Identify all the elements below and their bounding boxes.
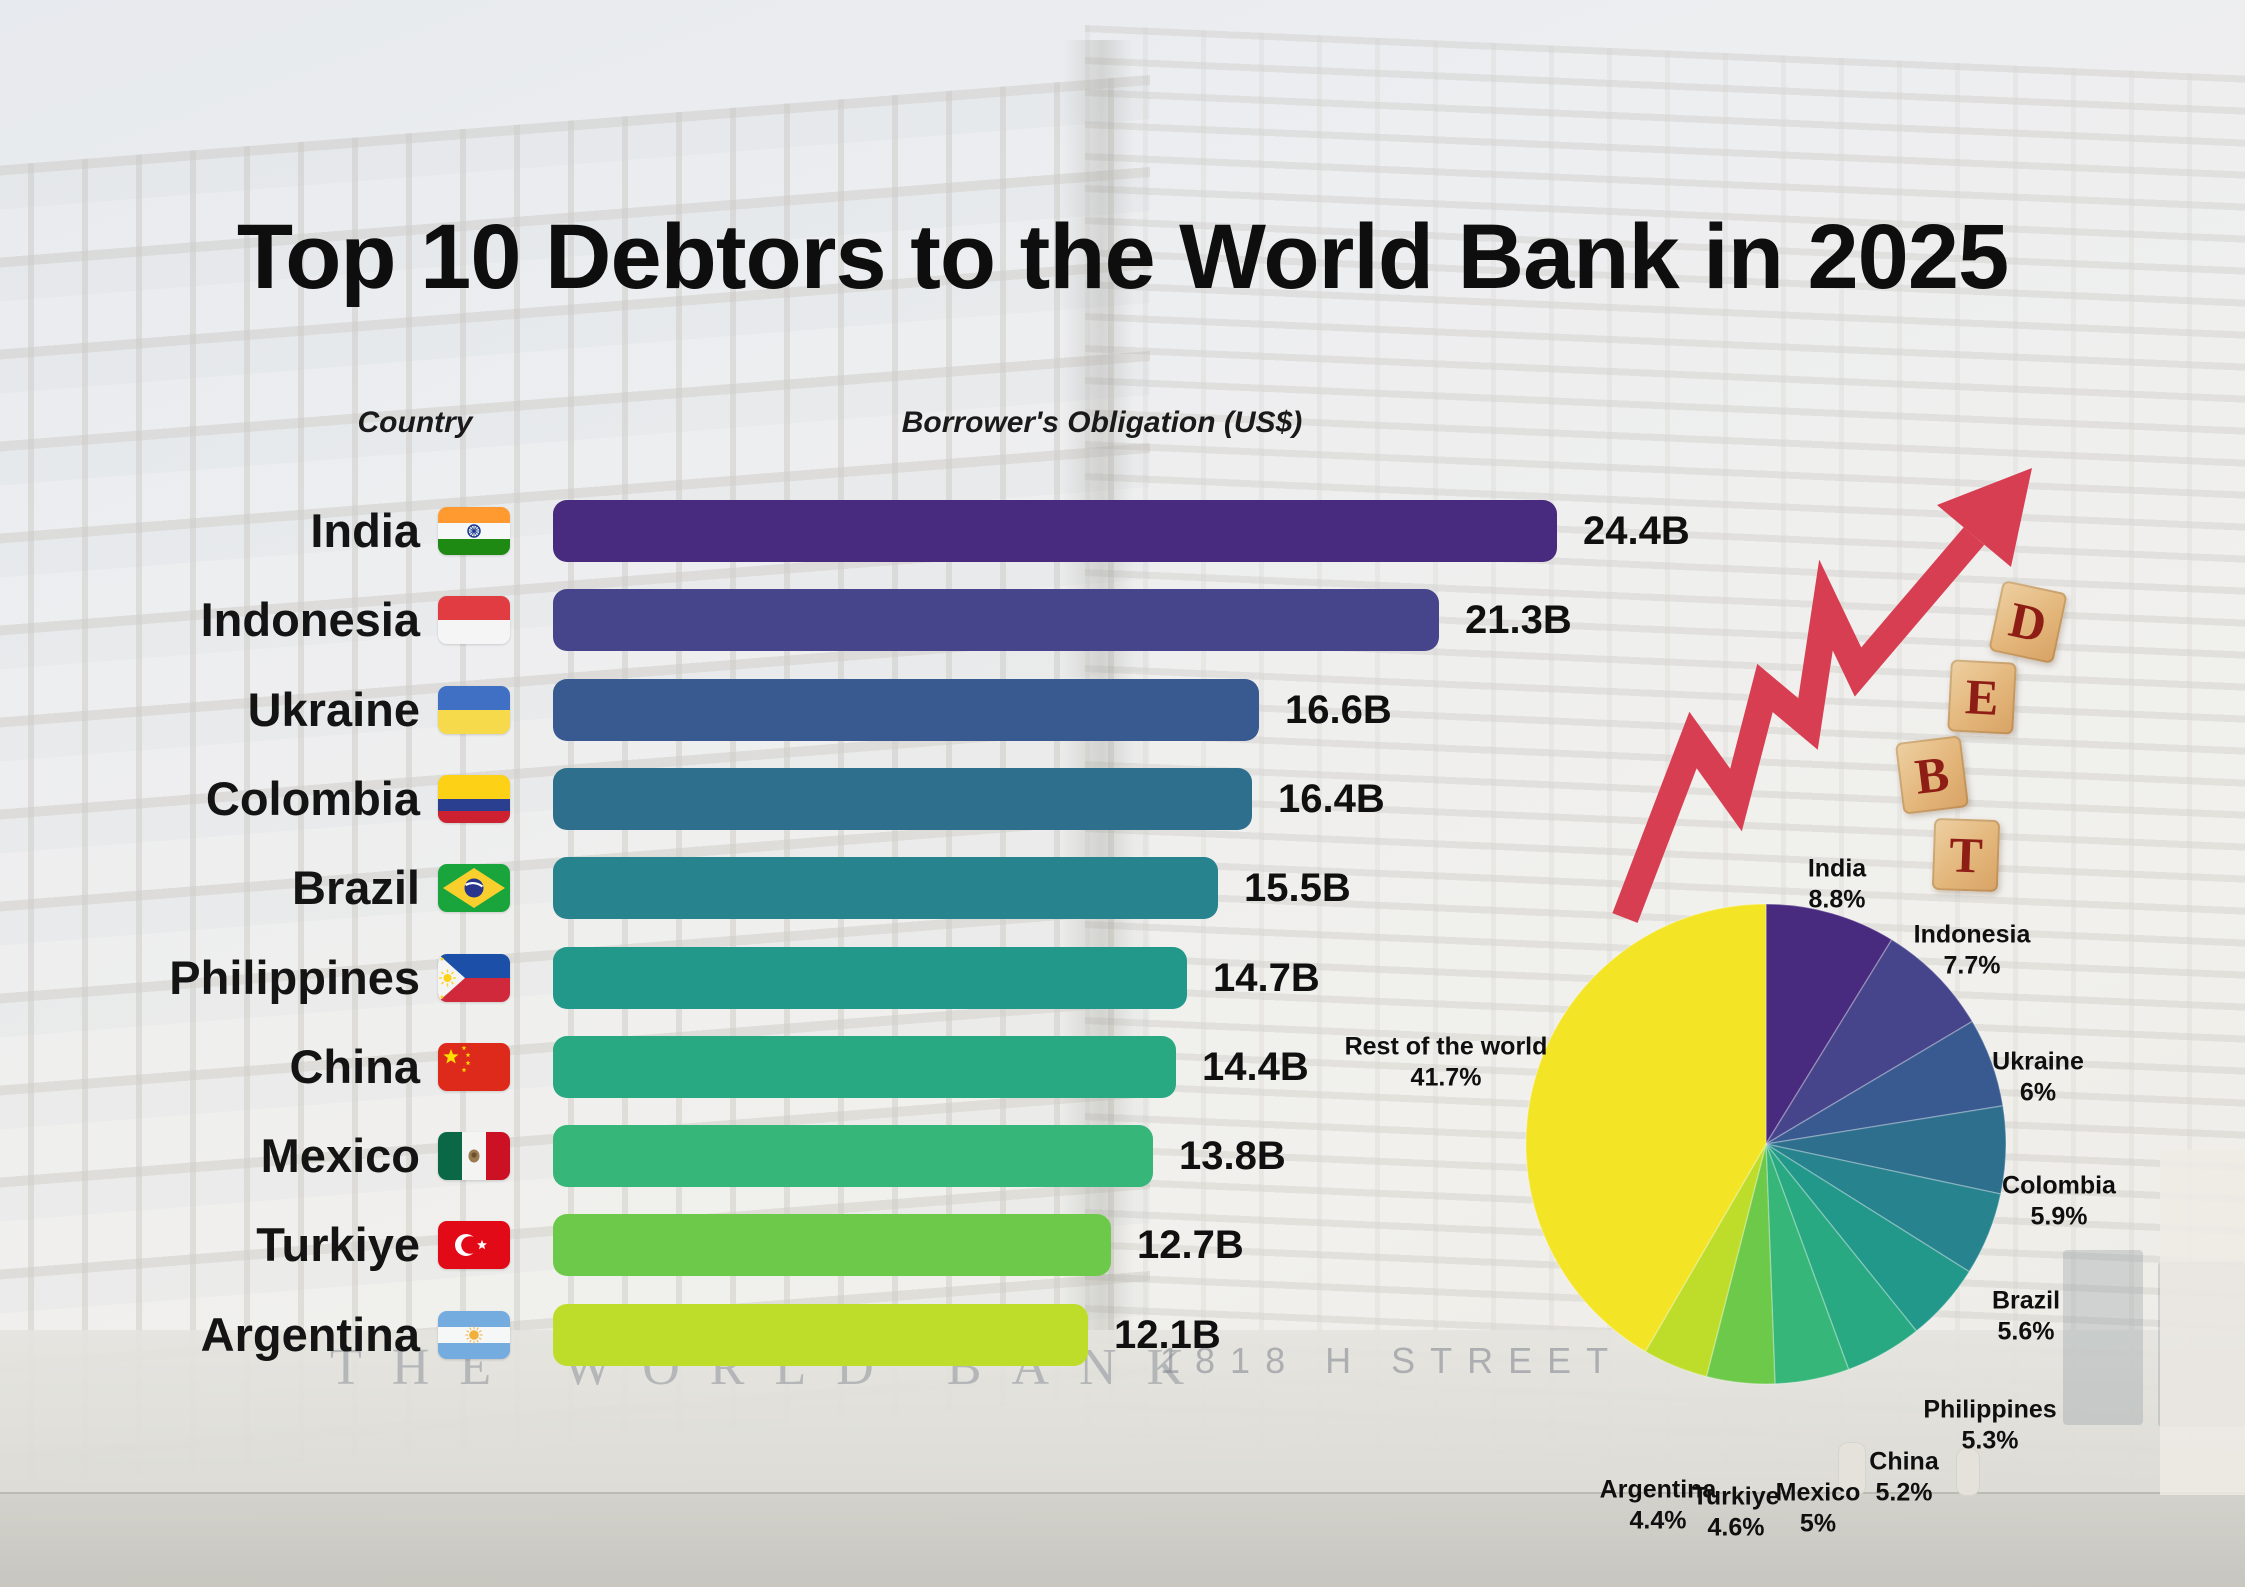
bar-row-china: China 14.4B	[0, 1036, 2245, 1098]
country-label-colombia: Colombia	[205, 772, 420, 825]
mexico-flag-icon	[438, 1132, 510, 1180]
pie-label-value-india: 8.8%	[1808, 885, 1866, 913]
bar-row-india: India 24.4B	[0, 500, 2245, 562]
colombia-flag-icon	[438, 775, 510, 823]
building-window	[2063, 1250, 2143, 1425]
value-label-mexico: 13.8B	[1179, 1134, 1286, 1178]
value-label-argentina: 12.1B	[1114, 1313, 1221, 1357]
bar-indonesia	[553, 589, 1439, 651]
country-label-ukraine: Ukraine	[247, 683, 420, 736]
pie-slice-ukraine	[1765, 1020, 2004, 1145]
value-label-brazil: 15.5B	[1244, 866, 1351, 910]
pie-label-indonesia: Indonesia 7.7%	[1914, 920, 2031, 981]
bar-row-mexico: Mexico 13.8B	[0, 1125, 2245, 1187]
country-label-philippines: Philippines	[169, 951, 420, 1004]
bar-row-ukraine: Ukraine 16.6B	[0, 679, 2245, 741]
bar-india	[553, 500, 1557, 562]
pie-slice-colombia	[1765, 1104, 2007, 1195]
value-label-indonesia: 21.3B	[1465, 598, 1572, 642]
ukraine-flag-icon	[438, 686, 510, 734]
country-label-india: India	[310, 504, 420, 557]
pie-label-india: India 8.8%	[1808, 854, 1866, 915]
argentina-flag-icon	[438, 1311, 510, 1359]
country-label-indonesia: Indonesia	[200, 593, 420, 646]
turkiye-flag-icon	[438, 1221, 510, 1269]
bar-row-colombia: Colombia 16.4B	[0, 768, 2245, 830]
building-pillar	[2160, 1150, 2245, 1495]
arrow-head	[1937, 468, 2032, 567]
bar-argentina	[553, 1304, 1088, 1366]
bar-row-indonesia: Indonesia 21.3B	[0, 589, 2245, 651]
china-flag-icon	[438, 1043, 510, 1091]
pie-slice-brazil	[1765, 1143, 2002, 1273]
pie-label-name-brazil: Brazil	[1991, 1286, 2061, 1315]
bar-philippines	[553, 947, 1187, 1009]
country-label-turkiye: Turkiye	[256, 1218, 420, 1271]
pie-slice-rest-of-the-world	[1525, 903, 1767, 1353]
bar-row-philippines: Philippines 14.7B	[0, 947, 2245, 1009]
country-label-china: China	[289, 1040, 420, 1093]
arrow-zigzag-line	[1612, 527, 1985, 923]
pie-label-value-rest-of-the-world: 41.7%	[1410, 1063, 1482, 1091]
value-label-ukraine: 16.6B	[1285, 688, 1392, 732]
pie-label-value-colombia: 5.9%	[2030, 1202, 2088, 1230]
value-label-china: 14.4B	[1202, 1045, 1309, 1089]
brazil-flag-icon	[438, 864, 510, 912]
pie-slice-india	[1765, 903, 1893, 1147]
bollard	[1838, 1442, 1866, 1496]
bar-row-argentina: Argentina 12.1B	[0, 1304, 2245, 1366]
value-label-colombia: 16.4B	[1278, 777, 1385, 821]
page-title: Top 10 Debtors to the World Bank in 2025	[236, 206, 2009, 308]
column-header-country: Country	[357, 406, 473, 439]
bar-mexico	[553, 1125, 1153, 1187]
bar-ukraine	[553, 679, 1259, 741]
column-header-obligation: Borrower's Obligation (US$)	[901, 406, 1303, 439]
value-label-turkiye: 12.7B	[1137, 1223, 1244, 1267]
pie-label-name-ukraine: Ukraine	[1992, 1047, 2084, 1076]
philippines-flag-icon	[438, 954, 510, 1002]
pie-label-rest-of-the-world: Rest of the world 41.7%	[1345, 1032, 1548, 1093]
bar-turkiye	[553, 1214, 1111, 1276]
country-label-argentina: Argentina	[200, 1308, 420, 1361]
country-label-brazil: Brazil	[292, 861, 420, 914]
pie-label-name-indonesia: Indonesia	[1913, 920, 2031, 949]
indonesia-flag-icon	[438, 596, 510, 644]
pie-label-value-indonesia: 7.7%	[1943, 951, 2001, 979]
bar-row-turkiye: Turkiye 12.7B	[0, 1214, 2245, 1276]
pie-label-ukraine: Ukraine 6%	[1992, 1047, 2084, 1108]
pie-label-colombia: Colombia 5.9%	[2002, 1171, 2116, 1232]
bar-colombia	[553, 768, 1252, 830]
country-label-mexico: Mexico	[260, 1129, 420, 1182]
bar-china	[553, 1036, 1176, 1098]
bar-row-brazil: Brazil 15.5B	[0, 857, 2245, 919]
pie-slice-indonesia	[1765, 938, 1974, 1145]
value-label-philippines: 14.7B	[1213, 956, 1320, 1000]
india-flag-icon	[438, 507, 510, 555]
pie-label-name-india: India	[1807, 854, 1867, 883]
value-label-india: 24.4B	[1583, 509, 1690, 553]
bollard	[1956, 1448, 1980, 1496]
pie-label-name-colombia: Colombia	[2002, 1171, 2116, 1200]
bar-brazil	[553, 857, 1218, 919]
pie-label-name-rest-of-the-world: Rest of the world	[1344, 1032, 1548, 1061]
pie-label-value-ukraine: 6%	[2019, 1078, 2057, 1106]
